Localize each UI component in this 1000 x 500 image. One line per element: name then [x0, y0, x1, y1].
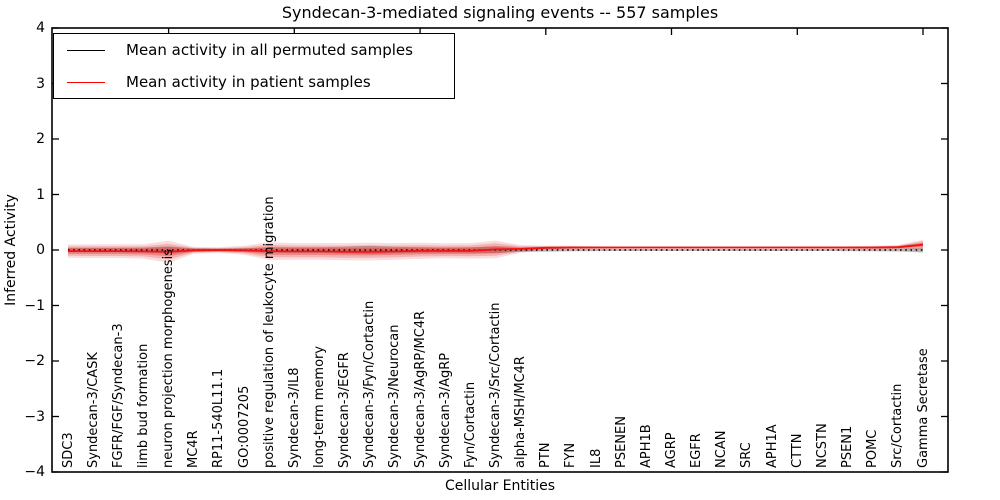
legend-label-permuted: Mean activity in all permuted samples — [126, 41, 413, 59]
x-axis-label: Cellular Entities — [444, 478, 556, 494]
legend-line-patient-icon — [67, 81, 105, 83]
x-tick-label: Gamma Secretase — [915, 348, 931, 468]
x-tick-label: NCSTN — [814, 423, 830, 468]
x-tick-label: IL8 — [588, 448, 604, 468]
x-tick-label: Syndecan-3/Neurocan — [387, 324, 403, 468]
plot-title: Syndecan-3-mediated signaling events -- … — [281, 3, 719, 22]
x-tick-label: Syndecan-3/CASK — [85, 352, 101, 468]
x-tick-label: GO:0007205 — [236, 385, 252, 468]
patient-mean-line — [68, 243, 924, 253]
y-tick-label: −2 — [24, 353, 45, 369]
y-tick-label: 1 — [36, 186, 45, 203]
y-tick-label: −4 — [24, 464, 45, 480]
y-tick-label: −3 — [24, 408, 45, 425]
x-tick-label: limb bud formation — [135, 343, 151, 468]
x-tick-label: POMC — [865, 429, 881, 468]
x-tick-label: FGFR/FGF/Syndecan-3 — [110, 323, 126, 468]
x-tick-label: APH1B — [638, 424, 654, 468]
x-tick-label: alpha-MSH/MC4R — [513, 356, 529, 468]
x-tick-label: Syndecan-3/AgRP — [437, 352, 453, 468]
x-tick-label: PSEN1 — [840, 425, 856, 468]
legend: Mean activity in all permuted samples Me… — [53, 33, 455, 99]
x-tick-label: MC4R — [186, 430, 202, 468]
x-tick-label: Syndecan-3/AgRP/MC4R — [412, 310, 428, 468]
x-tick-label: Syndecan-3/Src/Cortactin — [488, 302, 503, 468]
x-tick-label: NCAN — [714, 430, 730, 468]
y-tick-label: 2 — [36, 131, 45, 147]
x-tick-label: APH1A — [764, 424, 780, 468]
legend-line-permuted-icon — [67, 49, 105, 51]
x-tick-label: neuron projection morphogenesis — [161, 249, 177, 468]
legend-entry: Mean activity in all permuted samples — [54, 41, 454, 59]
x-tick-label: RP11-540L11.1 — [211, 368, 227, 468]
y-tick-label: 3 — [36, 75, 45, 92]
x-tick-label: positive regulation of leukocyte migrati… — [261, 196, 277, 468]
x-tick-label: long-term memory — [311, 345, 327, 468]
x-tick-label: Syndecan-3/Fyn/Cortactin — [362, 300, 378, 468]
x-tick-label: Syndecan-3/IL8 — [286, 367, 302, 468]
x-tick-label: FYN — [563, 442, 579, 468]
x-tick-label: EGFR — [689, 433, 705, 468]
y-tick-label: 4 — [36, 20, 45, 36]
legend-entry: Mean activity in patient samples — [54, 73, 454, 91]
x-tick-label: CTTN — [789, 433, 805, 468]
y-tick-label: −1 — [24, 297, 45, 314]
patient-spread-band-0 — [68, 239, 923, 263]
y-tick-label: 0 — [36, 242, 45, 258]
x-tick-label: Src/Cortactin — [890, 383, 906, 468]
legend-label-patient: Mean activity in patient samples — [126, 73, 371, 91]
x-tick-label: Fyn/Cortactin — [462, 381, 478, 468]
x-tick-label: AGRP — [664, 432, 680, 468]
x-tick-label: PTN — [538, 442, 554, 468]
x-tick-label: SRC — [739, 442, 755, 468]
x-tick-label: Syndecan-3/EGFR — [337, 352, 353, 468]
x-tick-label: PSENEN — [613, 416, 629, 468]
x-tick-label: SDC3 — [60, 432, 76, 468]
